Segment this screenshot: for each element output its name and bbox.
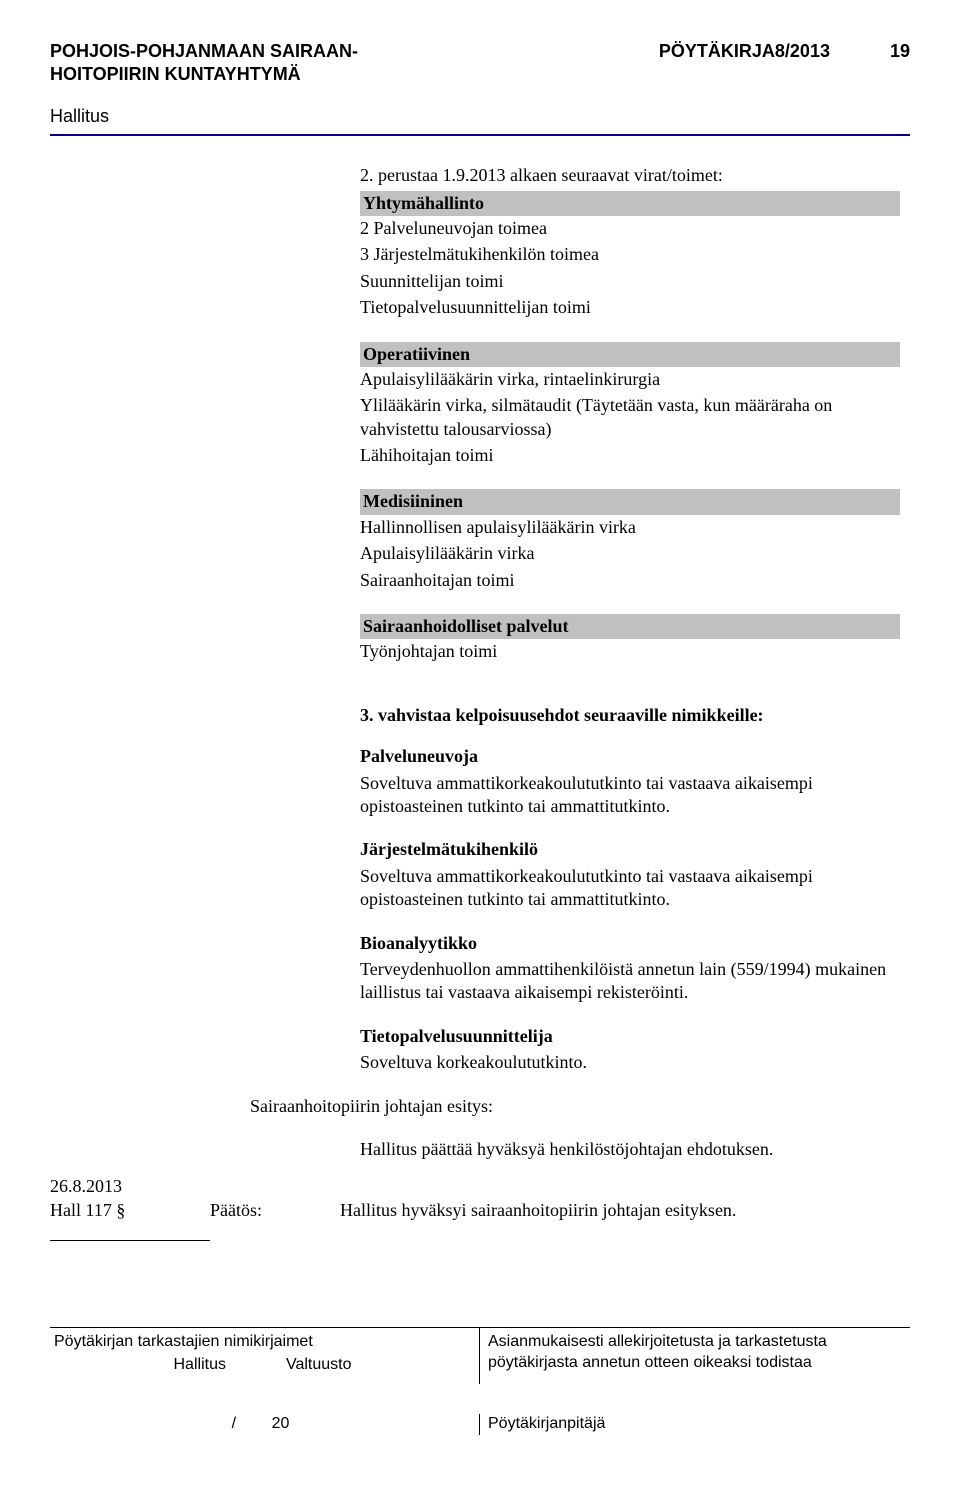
list-item: Apulaisylilääkärin virka, rintaelinkirur… (360, 368, 900, 391)
list-item: Apulaisylilääkärin virka (360, 542, 900, 565)
operatiivinen-title: Operatiivinen (360, 342, 900, 367)
footer-left-sub: Hallitus Valtuusto (54, 1355, 471, 1376)
proposal-text: Hallitus päättää hyväksyä henkilöstöjoht… (360, 1138, 900, 1161)
footer-right-line2: pöytäkirjasta annetun otteen oikeaksi to… (488, 1353, 902, 1374)
qual-text: Soveltuva ammattikorkeakoulututkinto tai… (360, 865, 900, 912)
list-item: 3 Järjestelmätukihenkilön toimea (360, 243, 900, 266)
qualification-block: Tietopalvelusuunnittelija Soveltuva kork… (360, 1025, 900, 1075)
list-item: Työnjohtajan toimi (360, 640, 900, 663)
decision-underline (50, 1240, 210, 1241)
header-rule (50, 134, 910, 136)
qual-title: Järjestelmätukihenkilö (360, 838, 900, 861)
footer-date-slot: / 20 (50, 1414, 480, 1435)
decision-row: 26.8.2013 Hall 117 § Päätös: Hallitus hy… (50, 1175, 910, 1247)
footer-bottom-row: / 20 Pöytäkirjanpitäjä (50, 1414, 910, 1435)
list-item: Sairaanhoitajan toimi (360, 569, 900, 592)
footer-signer: Pöytäkirjanpitäjä (480, 1414, 910, 1435)
section-3-heading: 3. vahvistaa kelpoisuusehdot seuraaville… (360, 704, 900, 727)
footer-right-cell: Asianmukaisesti allekirjoitetusta ja tar… (480, 1328, 910, 1384)
decision-label-text: Päätös: (210, 1199, 340, 1222)
subheader: Hallitus (50, 105, 910, 128)
footer-left-title: Pöytäkirjan tarkastajien nimikirjaimet (54, 1332, 471, 1353)
sairaanhoidolliset-title: Sairaanhoidolliset palvelut (360, 614, 900, 639)
proposal-text-wrap: Hallitus päättää hyväksyä henkilöstöjoht… (360, 1138, 900, 1161)
list-item: Hallinnollisen apulaisylilääkärin virka (360, 516, 900, 539)
list-item: Ylilääkärin virka, silmätaudit (Täytetää… (360, 394, 900, 441)
page-footer: Pöytäkirjan tarkastajien nimikirjaimet H… (50, 1327, 910, 1434)
footer-sub-hallitus: Hallitus (174, 1355, 226, 1376)
medisiininen-title: Medisiininen (360, 489, 900, 514)
document-body: 2. perustaa 1.9.2013 alkaen seuraavat vi… (360, 164, 900, 1074)
qualification-block: Palveluneuvoja Soveltuva ammattikorkeako… (360, 745, 900, 818)
page-number: 19 (890, 40, 910, 87)
footer-sub-valtuusto: Valtuusto (286, 1355, 352, 1376)
footer-left-cell: Pöytäkirjan tarkastajien nimikirjaimet H… (50, 1328, 480, 1384)
list-item: 2 Palveluneuvojan toimea (360, 217, 900, 240)
list-item: Suunnittelijan toimi (360, 270, 900, 293)
qual-text: Terveydenhuollon ammattihenkilöistä anne… (360, 958, 900, 1005)
footer-top-row: Pöytäkirjan tarkastajien nimikirjaimet H… (50, 1327, 910, 1384)
decision-meta: 26.8.2013 Hall 117 § (50, 1175, 210, 1247)
list-item: Lähihoitajan toimi (360, 444, 900, 467)
qualification-block: Järjestelmätukihenkilö Soveltuva ammatti… (360, 838, 900, 911)
qual-text: Soveltuva ammattikorkeakoulututkinto tai… (360, 772, 900, 819)
decision-date: 26.8.2013 (50, 1175, 210, 1198)
qual-title: Palveluneuvoja (360, 745, 900, 768)
page-header: POHJOIS-POHJANMAAN SAIRAAN- HOITOPIIRIN … (50, 40, 910, 87)
sairaanhoidolliset-block: Sairaanhoidolliset palvelut Työnjohtajan… (360, 614, 900, 664)
doc-number: 8/2013 (775, 40, 830, 87)
proposal-label: Sairaanhoitopiirin johtajan esitys: (250, 1095, 910, 1118)
footer-right-line1: Asianmukaisesti allekirjoitetusta ja tar… (488, 1332, 902, 1353)
org-name: POHJOIS-POHJANMAAN SAIRAAN- HOITOPIIRIN … (50, 40, 659, 87)
doc-meta: 8/2013 19 (775, 40, 910, 87)
decision-ref: Hall 117 § (50, 1199, 210, 1222)
decision-text: Hallitus hyväksyi sairaanhoitopiirin joh… (340, 1199, 910, 1222)
footer-slash: / (232, 1415, 236, 1432)
footer-year-prefix: 20 (272, 1415, 290, 1432)
decision-text-wrap: Hallitus hyväksyi sairaanhoitopiirin joh… (340, 1175, 910, 1247)
yhtymahallinto-title: Yhtymähallinto (360, 191, 900, 216)
org-line1: POHJOIS-POHJANMAAN SAIRAAN- (50, 40, 659, 63)
decision-label: Päätös: (210, 1175, 340, 1247)
qual-text: Soveltuva korkeakoulututkinto. (360, 1051, 900, 1074)
qual-title: Bioanalyytikko (360, 932, 900, 955)
operatiivinen-block: Operatiivinen Apulaisylilääkärin virka, … (360, 342, 900, 468)
doc-type: PÖYTÄKIRJA (659, 40, 775, 87)
qual-title: Tietopalvelusuunnittelija (360, 1025, 900, 1048)
medisiininen-block: Medisiininen Hallinnollisen apulaisylilä… (360, 489, 900, 592)
list-item: Tietopalvelusuunnittelijan toimi (360, 296, 900, 319)
yhtymahallinto-block: Yhtymähallinto 2 Palveluneuvojan toimea … (360, 191, 900, 320)
qualification-block: Bioanalyytikko Terveydenhuollon ammattih… (360, 932, 900, 1005)
org-line2: HOITOPIIRIN KUNTAYHTYMÄ (50, 63, 659, 86)
section-2-heading: 2. perustaa 1.9.2013 alkaen seuraavat vi… (360, 164, 900, 187)
